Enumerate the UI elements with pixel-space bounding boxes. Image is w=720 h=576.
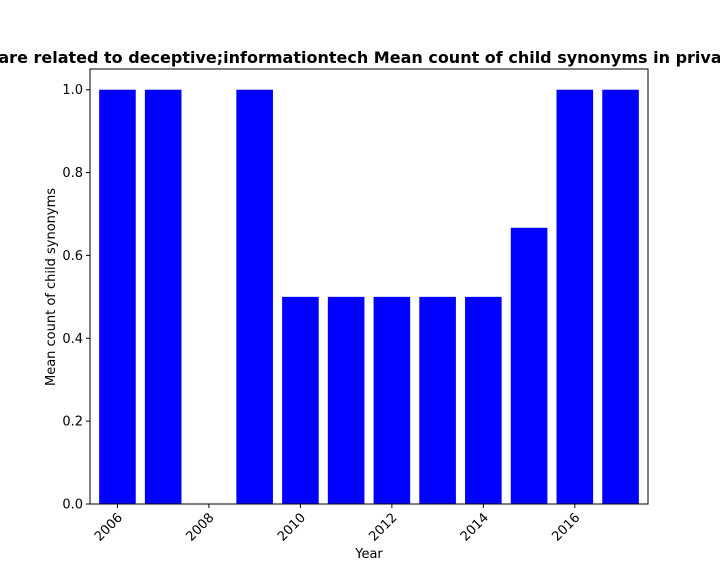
x-tick-label: 2006 [92,511,126,545]
bar-2012 [373,296,411,504]
bar-2006 [99,89,136,504]
x-tick-label: 2014 [458,511,492,545]
bar-2016 [556,89,594,504]
bar-2011 [327,296,365,504]
x-tick-label: 2012 [366,511,400,545]
y-axis: 0.0 0.2 0.4 0.6 0.8 1.0 [62,83,90,513]
bar-2015 [510,227,548,504]
y-tick-label: 0.4 [62,332,83,347]
x-tick-label: 2016 [549,511,583,545]
y-tick-label: 0.0 [62,498,83,513]
bar-2014 [465,296,502,504]
bar-2013 [419,296,456,504]
y-tick-label: 0.2 [62,415,83,430]
y-tick-label: 0.6 [62,249,83,264]
plot-frame [89,68,649,505]
y-tick-label: 0.8 [62,166,83,181]
bars [99,89,639,504]
x-tick-label: 2010 [275,511,309,545]
x-axis: 2006 2008 2010 2012 2014 2016 [92,504,583,545]
y-axis-label: Mean count of child synonyms [44,188,59,386]
x-tick-label: 2008 [183,511,217,545]
chart-title: are related to deceptive;informationtech… [0,48,720,67]
bar-2017 [602,89,639,504]
x-axis-label: Year [354,547,383,562]
bar-2010 [282,296,319,504]
bar-2009 [236,89,273,504]
bar-2007 [144,89,182,504]
y-tick-label: 1.0 [62,83,83,98]
